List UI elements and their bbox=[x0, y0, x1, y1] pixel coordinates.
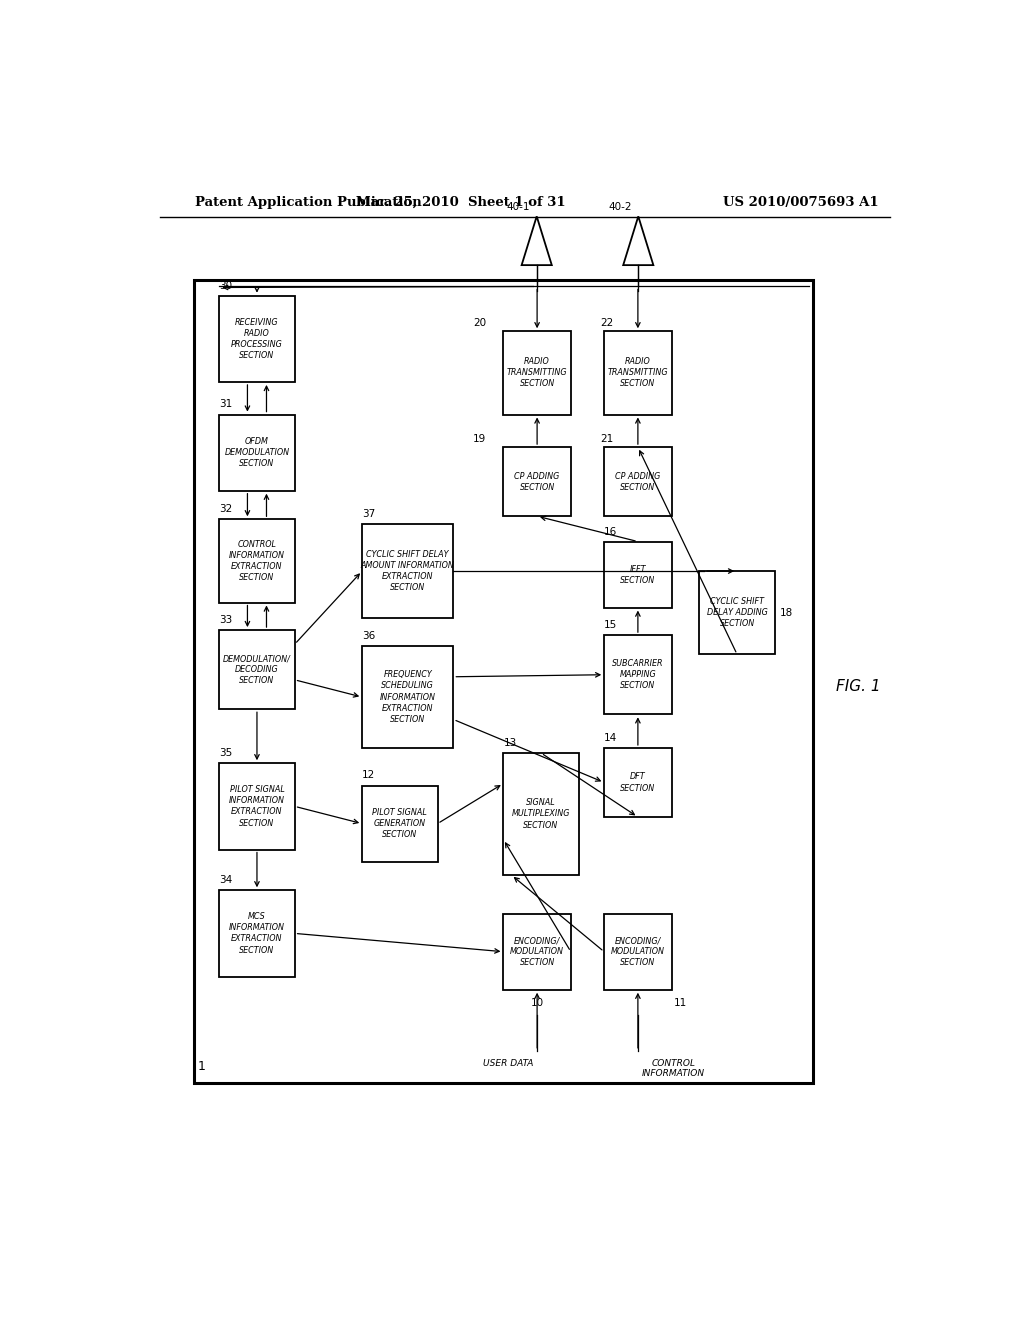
Text: DFT
SECTION: DFT SECTION bbox=[621, 772, 655, 792]
Text: 18: 18 bbox=[779, 607, 793, 618]
Text: SIGNAL
MULTIPLEXING
SECTION: SIGNAL MULTIPLEXING SECTION bbox=[512, 799, 570, 829]
Text: 13: 13 bbox=[504, 738, 517, 748]
Bar bbox=[699, 572, 775, 655]
Text: 14: 14 bbox=[604, 733, 617, 743]
Bar bbox=[504, 913, 570, 990]
Text: 40-2: 40-2 bbox=[608, 202, 632, 213]
Text: 19: 19 bbox=[473, 434, 486, 444]
Text: USER DATA: USER DATA bbox=[482, 1059, 534, 1068]
Text: PILOT SIGNAL
GENERATION
SECTION: PILOT SIGNAL GENERATION SECTION bbox=[373, 808, 427, 840]
Bar bbox=[604, 541, 672, 607]
Bar bbox=[219, 519, 295, 602]
Bar bbox=[604, 748, 672, 817]
Bar bbox=[362, 647, 454, 748]
Text: 36: 36 bbox=[362, 631, 376, 642]
Text: CONTROL
INFORMATION: CONTROL INFORMATION bbox=[642, 1059, 705, 1078]
Text: 21: 21 bbox=[600, 434, 613, 444]
Text: 22: 22 bbox=[600, 318, 613, 329]
Text: CYCLIC SHIFT DELAY
AMOUNT INFORMATION
EXTRACTION
SECTION: CYCLIC SHIFT DELAY AMOUNT INFORMATION EX… bbox=[360, 550, 455, 593]
Text: 37: 37 bbox=[362, 510, 376, 519]
Text: 40-1: 40-1 bbox=[507, 202, 530, 213]
Text: 30: 30 bbox=[219, 281, 232, 290]
Bar bbox=[194, 280, 813, 1084]
Text: 35: 35 bbox=[219, 748, 232, 758]
Text: 31: 31 bbox=[219, 400, 232, 409]
Text: CYCLIC SHIFT
DELAY ADDING
SECTION: CYCLIC SHIFT DELAY ADDING SECTION bbox=[707, 597, 768, 628]
Bar bbox=[504, 447, 570, 516]
Text: 20: 20 bbox=[473, 318, 486, 329]
Text: 15: 15 bbox=[604, 620, 617, 630]
Text: CONTROL
INFORMATION
EXTRACTION
SECTION: CONTROL INFORMATION EXTRACTION SECTION bbox=[229, 540, 285, 582]
Text: DEMODULATION/
DECODING
SECTION: DEMODULATION/ DECODING SECTION bbox=[223, 653, 291, 685]
Text: SUBCARRIER
MAPPING
SECTION: SUBCARRIER MAPPING SECTION bbox=[612, 659, 664, 690]
Text: 32: 32 bbox=[219, 504, 232, 515]
Text: 12: 12 bbox=[362, 771, 376, 780]
Bar bbox=[504, 752, 579, 875]
Text: FREQUENCY
SCHEDULING
INFORMATION
EXTRACTION
SECTION: FREQUENCY SCHEDULING INFORMATION EXTRACT… bbox=[380, 671, 436, 723]
Bar bbox=[604, 913, 672, 990]
Text: 1: 1 bbox=[198, 1060, 206, 1073]
Bar bbox=[604, 331, 672, 414]
Text: PILOT SIGNAL
INFORMATION
EXTRACTION
SECTION: PILOT SIGNAL INFORMATION EXTRACTION SECT… bbox=[229, 785, 285, 828]
Text: 34: 34 bbox=[219, 875, 232, 886]
Bar bbox=[362, 785, 437, 862]
Text: RADIO
TRANSMITTING
SECTION: RADIO TRANSMITTING SECTION bbox=[607, 358, 669, 388]
Text: RADIO
TRANSMITTING
SECTION: RADIO TRANSMITTING SECTION bbox=[507, 358, 567, 388]
Bar bbox=[219, 296, 295, 381]
Text: IFFT
SECTION: IFFT SECTION bbox=[621, 565, 655, 585]
Text: MCS
INFORMATION
EXTRACTION
SECTION: MCS INFORMATION EXTRACTION SECTION bbox=[229, 912, 285, 954]
Bar bbox=[504, 331, 570, 414]
Text: Patent Application Publication: Patent Application Publication bbox=[196, 195, 422, 209]
Bar bbox=[219, 414, 295, 491]
Text: RECEIVING
RADIO
PROCESSING
SECTION: RECEIVING RADIO PROCESSING SECTION bbox=[231, 318, 283, 360]
Text: Mar. 25, 2010  Sheet 1 of 31: Mar. 25, 2010 Sheet 1 of 31 bbox=[356, 195, 566, 209]
Text: 16: 16 bbox=[604, 527, 617, 536]
Bar bbox=[604, 635, 672, 714]
Text: CP ADDING
SECTION: CP ADDING SECTION bbox=[514, 471, 560, 491]
Text: US 2010/0075693 A1: US 2010/0075693 A1 bbox=[723, 195, 879, 209]
Bar bbox=[219, 763, 295, 850]
Text: FIG. 1: FIG. 1 bbox=[836, 680, 881, 694]
Text: 10: 10 bbox=[530, 998, 544, 1008]
Text: ENCODING/
MODULATION
SECTION: ENCODING/ MODULATION SECTION bbox=[510, 936, 564, 968]
Text: 11: 11 bbox=[674, 998, 687, 1008]
Text: 33: 33 bbox=[219, 615, 232, 624]
Text: CP ADDING
SECTION: CP ADDING SECTION bbox=[615, 471, 660, 491]
Bar bbox=[219, 890, 295, 977]
Text: OFDM
DEMODULATION
SECTION: OFDM DEMODULATION SECTION bbox=[224, 437, 290, 469]
Bar bbox=[604, 447, 672, 516]
Bar bbox=[219, 630, 295, 709]
Bar bbox=[362, 524, 454, 618]
Text: ENCODING/
MODULATION
SECTION: ENCODING/ MODULATION SECTION bbox=[611, 936, 665, 968]
